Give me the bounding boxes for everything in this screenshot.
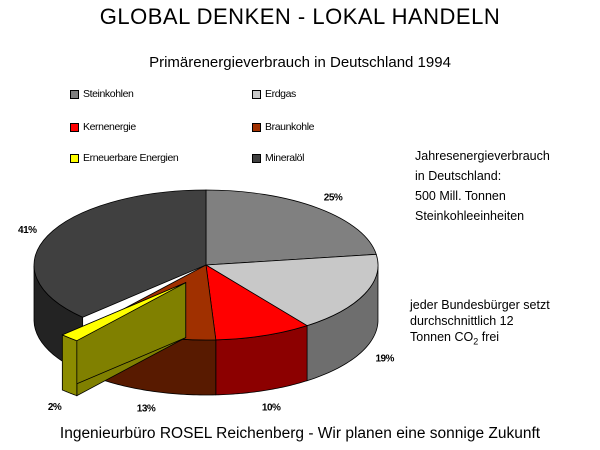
pie-top-kernenergie — [205, 264, 309, 341]
pie-slice-erneuerbare-energien — [61, 281, 187, 397]
legend-label-mineraloel: Mineralöl — [265, 152, 304, 164]
annual-consumption-line-2: in Deutschland: — [415, 169, 502, 183]
co2-note-line-2: durchschnittlich 12 — [410, 314, 514, 328]
co2-note-prefix: Tonnen CO — [410, 330, 474, 344]
legend-item-kernenergie: Kernenergie — [70, 121, 136, 133]
headline: GLOBAL DENKEN - LOKAL HANDELN — [99, 4, 501, 29]
pie-top-erneuerbare-energien — [61, 282, 186, 342]
legend-item-mineraloel: Mineralöl — [252, 152, 304, 164]
legend-swatch-erdgas — [252, 89, 261, 99]
pie-slice-steinkohlen — [205, 189, 377, 266]
legend-item-erdgas: Erdgas — [252, 88, 296, 100]
pie-label-mineraloel: 41% — [18, 225, 37, 236]
pie-side-erneuerbare-energien — [61, 334, 78, 397]
legend-label-erneuerbare: Erneuerbare Energien — [83, 152, 179, 164]
pie-slice-kernenergie — [205, 264, 309, 396]
co2-note-line-1: jeder Bundesbürger setzt — [410, 298, 550, 312]
pie-top-mineraloel — [33, 189, 207, 318]
legend-item-braunkohle: Braunkohle — [252, 121, 315, 133]
pie-top-steinkohlen — [205, 189, 377, 266]
annual-consumption-note: Jahresenergieverbrauch in Deutschland: 5… — [415, 146, 550, 226]
co2-note-line-3: Tonnen CO2 frei — [410, 329, 550, 350]
co2-note-subscript: 2 — [473, 336, 479, 347]
pie-label-kernenergie: 10% — [262, 402, 281, 413]
legend-label-kernenergie: Kernenergie — [83, 121, 136, 133]
chart-legend: Steinkohlen Erdgas Kernenergie Braunkohl… — [70, 88, 360, 178]
pie-label-steinkohlen: 25% — [324, 192, 343, 203]
legend-swatch-steinkohlen — [70, 89, 79, 99]
pie-label-braunkohle: 13% — [137, 403, 156, 414]
annual-consumption-line-1: Jahresenergieverbrauch — [415, 149, 550, 163]
pie-slice-erdgas — [204, 253, 379, 382]
legend-swatch-mineraloel — [252, 153, 261, 163]
legend-label-braunkohle: Braunkohle — [265, 121, 315, 133]
legend-label-steinkohlen: Steinkohlen — [83, 88, 134, 100]
chart-title: Primärenergieverbrauch in Deutschland 19… — [149, 54, 451, 71]
pie-label-erneuerbare-energien: 2% — [48, 402, 62, 413]
pie-top-erdgas — [204, 253, 379, 327]
legend-swatch-kernenergie — [70, 122, 79, 132]
legend-swatch-erneuerbare — [70, 153, 79, 163]
annual-consumption-line-4: Steinkohleeinheiten — [415, 209, 525, 223]
pie-label-erdgas: 19% — [375, 353, 394, 364]
co2-note: jeder Bundesbürger setzt durchschnittlic… — [410, 297, 550, 350]
footer-slogan: Ingenieurbüro ROSEL Reichenberg - Wir pl… — [59, 425, 541, 442]
legend-item-erneuerbare: Erneuerbare Energien — [70, 152, 179, 164]
co2-note-suffix: frei — [478, 330, 500, 344]
legend-swatch-braunkohle — [252, 122, 261, 132]
legend-item-steinkohlen: Steinkohlen — [70, 88, 134, 100]
annual-consumption-line-3: 500 Mill. Tonnen — [415, 189, 506, 203]
legend-label-erdgas: Erdgas — [265, 88, 296, 100]
